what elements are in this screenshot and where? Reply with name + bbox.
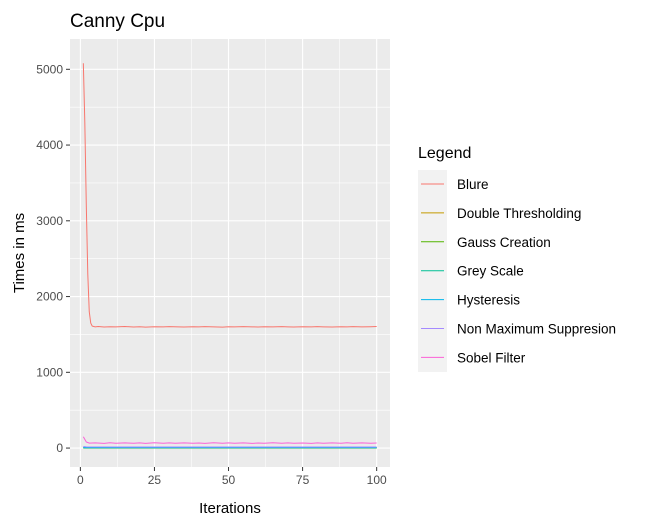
x-axis: 0 25 50 75 100 <box>77 467 387 487</box>
legend-items: Blure Double Thresholding Gauss Creation Gr… <box>421 177 616 365</box>
grid-minor <box>70 39 390 467</box>
legend-label-non-maximum-suppresion: Non Maximum Suppresion <box>457 322 616 337</box>
y-axis-title: Times in ms <box>11 213 28 293</box>
x-tick-label: 50 <box>222 473 236 487</box>
legend-label-grey-scale: Grey Scale <box>457 264 524 279</box>
legend: Legend Blure Double Thresholding Gauss Cre… <box>418 145 616 372</box>
y-tick-label: 2000 <box>36 290 63 304</box>
x-tick-label: 0 <box>77 473 84 487</box>
legend-label-sobel-filter: Sobel Filter <box>457 350 526 365</box>
series-line-sobel-filter <box>82 436 377 444</box>
x-tick-label: 100 <box>367 473 387 487</box>
legend-title: Legend <box>418 145 471 162</box>
y-tick-label: 1000 <box>36 365 63 379</box>
plot-panel <box>70 39 390 467</box>
chart-title: Canny Cpu <box>70 11 165 32</box>
series-line-blure <box>82 63 377 328</box>
y-tick-label: 4000 <box>36 138 63 152</box>
series-layer <box>82 63 377 449</box>
y-tick-label: 3000 <box>36 214 63 228</box>
x-tick-label: 75 <box>296 473 310 487</box>
legend-label-blure: Blure <box>457 177 489 192</box>
x-axis-title: Iterations <box>199 500 261 517</box>
legend-label-gauss-creation: Gauss Creation <box>457 235 551 250</box>
legend-label-double-thresholding: Double Thresholding <box>457 206 581 221</box>
y-tick-label: 5000 <box>36 62 63 76</box>
x-tick-label: 25 <box>148 473 162 487</box>
legend-label-hysteresis: Hysteresis <box>457 293 520 308</box>
y-axis: 0 1000 2000 3000 4000 5000 <box>36 62 70 455</box>
y-tick-label: 0 <box>56 441 63 455</box>
grid-major <box>70 39 390 467</box>
